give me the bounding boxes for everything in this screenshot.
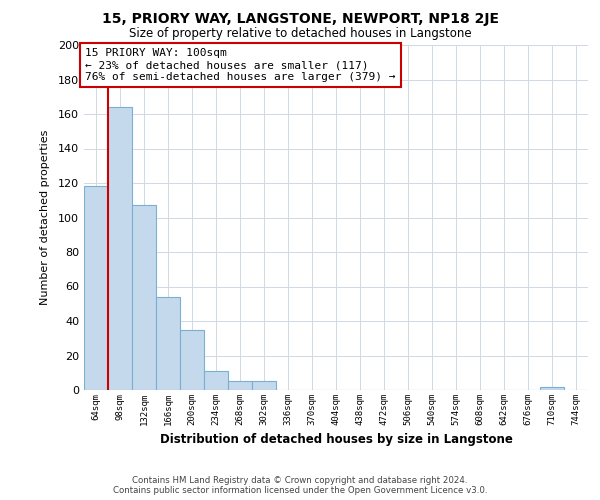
X-axis label: Distribution of detached houses by size in Langstone: Distribution of detached houses by size … [160,434,512,446]
Text: 15, PRIORY WAY, LANGSTONE, NEWPORT, NP18 2JE: 15, PRIORY WAY, LANGSTONE, NEWPORT, NP18… [101,12,499,26]
Bar [84,186,108,390]
Bar [132,206,156,390]
Text: Size of property relative to detached houses in Langstone: Size of property relative to detached ho… [128,28,472,40]
Y-axis label: Number of detached properties: Number of detached properties [40,130,50,305]
Bar [108,107,132,390]
Text: Contains HM Land Registry data © Crown copyright and database right 2024.
Contai: Contains HM Land Registry data © Crown c… [113,476,487,495]
Bar [204,371,228,390]
Bar [228,382,252,390]
Bar [252,382,276,390]
Bar [180,330,204,390]
Bar [156,297,180,390]
Bar [540,386,564,390]
Text: 15 PRIORY WAY: 100sqm
← 23% of detached houses are smaller (117)
76% of semi-det: 15 PRIORY WAY: 100sqm ← 23% of detached … [85,48,396,82]
